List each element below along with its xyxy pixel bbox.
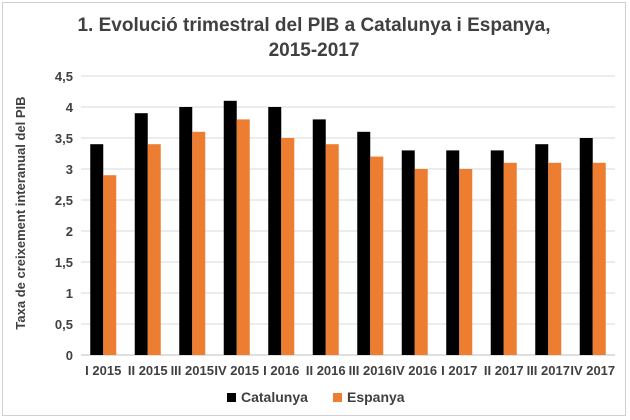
legend: Catalunya Espanya [227, 389, 405, 405]
chart-title-line-2: 2015-2017 [269, 40, 360, 61]
bar-catalunya-iv-2015 [223, 100, 237, 355]
bar-espanya-iii-2017 [548, 162, 562, 355]
bar-catalunya-iii-2015 [179, 107, 193, 355]
y-tick-label: 1 [66, 286, 73, 301]
bar-espanya-ii-2016 [325, 144, 339, 355]
bar-espanya-iii-2016 [370, 156, 384, 355]
chart-title-line-1: 1. Evolució trimestral del PIB a Catalun… [77, 15, 550, 36]
bar-espanya-i-2016 [281, 138, 295, 355]
x-tick-label: II 2016 [306, 363, 346, 378]
x-tick-label: II 2015 [128, 363, 168, 378]
y-tick-label: 0,5 [55, 317, 73, 332]
bar-espanya-ii-2017 [503, 162, 517, 355]
bar-catalunya-iii-2017 [535, 144, 549, 355]
y-axis-title: Taxa de creixement interanual del PIB [13, 96, 28, 329]
x-tick-label: III 2016 [349, 363, 392, 378]
bar-catalunya-iv-2016 [401, 150, 415, 355]
bar-catalunya-i-2017 [446, 150, 460, 355]
y-tick-label: 0 [66, 348, 73, 363]
x-tick-labels: I 2015 II 2015 III 2015 IV 2015 I 2016 II 201… [85, 363, 615, 378]
y-tick-label: 4,5 [55, 69, 73, 84]
x-tick-label: I 2015 [85, 363, 121, 378]
legend-swatch-catalunya [227, 393, 236, 402]
legend-label-catalunya: Catalunya [241, 389, 308, 405]
bar-espanya-i-2015 [103, 175, 117, 355]
bar-catalunya-i-2015 [90, 144, 104, 355]
y-tick-label: 2 [66, 224, 73, 239]
x-tick-label: IV 2016 [392, 363, 437, 378]
x-tick-label: III 2015 [171, 363, 214, 378]
bar-espanya-iv-2017 [592, 162, 606, 355]
x-tick-label: IV 2017 [570, 363, 615, 378]
y-tick-label: 4 [66, 100, 74, 115]
bars [90, 100, 606, 356]
bar-espanya-iii-2015 [192, 131, 206, 355]
x-tick-label: III 2017 [527, 363, 570, 378]
x-tick-label: I 2017 [441, 363, 477, 378]
legend-swatch-espanya [333, 393, 342, 402]
bar-catalunya-ii-2017 [490, 150, 504, 355]
bar-catalunya-iii-2016 [357, 131, 371, 355]
gridlines [81, 75, 615, 356]
x-tick-label: II 2017 [484, 363, 524, 378]
y-tick-label: 2,5 [55, 193, 73, 208]
bar-catalunya-ii-2016 [312, 119, 326, 356]
bar-espanya-iv-2015 [236, 119, 250, 356]
bar-catalunya-iv-2017 [579, 138, 593, 355]
bar-chart: 1. Evolució trimestral del PIB a Catalun… [13, 15, 615, 405]
bar-espanya-i-2017 [459, 169, 473, 355]
bar-catalunya-i-2016 [268, 107, 282, 355]
legend-label-espanya: Espanya [347, 389, 405, 405]
x-tick-label: IV 2015 [214, 363, 259, 378]
y-tick-labels: 0 0,5 1 1,5 2 2,5 3 3,5 4 4,5 [55, 69, 74, 363]
bar-espanya-iv-2016 [414, 169, 428, 355]
bar-espanya-ii-2015 [147, 144, 161, 355]
x-tick-label: I 2016 [263, 363, 299, 378]
y-tick-label: 3,5 [55, 131, 73, 146]
y-tick-label: 1,5 [55, 255, 73, 270]
bar-catalunya-ii-2015 [134, 113, 148, 355]
chart-frame: 1. Evolució trimestral del PIB a Catalun… [2, 2, 626, 416]
y-tick-label: 3 [66, 162, 73, 177]
